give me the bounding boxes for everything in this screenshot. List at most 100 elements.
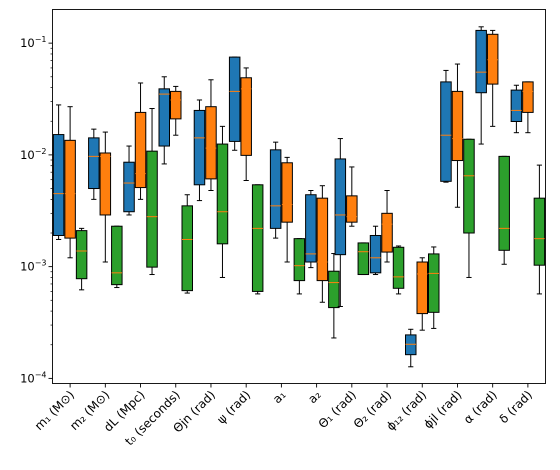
box-body [451,90,464,162]
x-tick-label: a₂ [305,388,324,407]
box-δ (rad)-series-1 [522,81,534,134]
box-body [293,238,306,282]
box-ϕ₁₂ (rad)-series-1 [416,257,428,331]
y-tick-label: 10−1 [20,35,46,50]
plot-area [52,26,546,368]
box-Θ₁ (rad)-series-2 [357,242,370,276]
box-body [134,111,147,189]
box-m₂ (M⊙)-series-1 [99,131,112,263]
box-ψ (rad)-series-0 [228,56,241,151]
box-Θjn (rad)-series-2 [216,125,229,278]
box-body [75,230,88,280]
box-a₂-series-2 [328,253,340,339]
box-a₂-series-1 [316,185,329,303]
box-ϕjl (rad)-series-2 [463,138,475,278]
box-t₀ (seconds)-series-0 [158,76,170,165]
box-δ (rad)-series-0 [510,84,523,134]
box-Θ₂ (rad)-series-0 [369,225,382,276]
box-ϕjl (rad)-series-0 [440,69,452,183]
box-body [52,134,65,236]
box-a₂-series-2 [293,238,306,295]
box-body [369,234,382,274]
box-Θjn (rad)-series-0 [193,99,206,202]
x-tick-label: a₁ [270,388,289,407]
box-α (rad)-series-2 [498,155,510,265]
box-body [158,88,170,147]
box-body [334,158,347,256]
x-tick-label: Θ₁ (rad) [316,388,359,431]
box-body [328,270,340,309]
box-body [510,89,523,122]
box-ψ (rad)-series-1 [240,67,252,181]
box-body [357,242,370,276]
box-body [533,197,546,266]
box-body [64,139,76,239]
box-body [99,152,112,216]
box-dL (Mpc)-series-0 [123,145,135,216]
box-body [475,29,487,94]
box-body [316,197,329,282]
y-tick-label: 10−4 [20,370,46,385]
box-body [463,138,475,234]
box-t₀ (seconds)-series-2 [181,194,193,294]
box-ϕ₁₂ (rad)-series-0 [405,328,417,368]
box-body [281,162,293,223]
y-tick-label: 10−2 [20,147,46,162]
box-m₂ (M⊙)-series-2 [111,225,123,289]
box-body [251,184,264,292]
box-ϕ₁₂ (rad)-series-2 [428,246,440,329]
box-body [486,33,499,85]
box-a₂-series-0 [305,190,317,269]
box-body [346,195,358,223]
box-Θ₂ (rad)-series-1 [381,190,393,263]
box-Θ₂ (rad)-series-2 [392,245,405,295]
box-t₀ (seconds)-series-1 [170,85,182,136]
box-Θ₁ (rad)-series-1 [346,166,358,227]
box-m₂ (M⊙)-series-0 [88,128,100,200]
plot-frame [52,9,546,384]
y-tick-label: 10−3 [20,259,46,274]
box-body [88,137,100,190]
y-axis: 10−4 10−3 10−2 10−1 [20,35,53,385]
box-body [111,225,123,286]
box-a₁-series-0 [269,141,282,239]
box-body [498,155,510,251]
box-body [181,205,193,292]
box-Θjn (rad)-series-1 [205,79,217,192]
box-body [405,334,417,356]
x-axis: m₁ (M⊙)m₂ (M⊙)dL (Mpc)t₀ (seconds)Θjn (r… [32,383,535,448]
box-body [269,149,282,229]
box-body [305,194,317,263]
box-m₁ (M⊙)-series-0 [52,104,65,240]
x-tick-label: α (rad) [461,388,500,427]
box-body [522,81,534,113]
box-δ (rad)-series-2 [533,164,546,295]
box-body [205,106,217,180]
box-α (rad)-series-1 [486,29,499,127]
box-body [193,109,206,186]
box-a₁-series-1 [281,156,293,263]
box-ψ (rad)-series-2 [251,184,264,295]
box-body [146,150,158,268]
box-body [416,261,428,315]
box-Θ₁ (rad)-series-0 [334,138,347,307]
box-dL (Mpc)-series-2 [146,108,158,276]
box-α (rad)-series-0 [475,26,487,145]
box-m₁ (M⊙)-series-1 [64,106,76,259]
box-body [428,253,440,313]
box-body [123,161,135,213]
box-ϕjl (rad)-series-1 [451,63,464,208]
box-dL (Mpc)-series-1 [134,82,147,200]
box-body [216,143,229,245]
box-body [392,246,405,289]
box-body [170,90,182,120]
x-tick-label: ϕjl (rad) [421,388,465,432]
x-tick-label: ψ (rad) [214,388,253,427]
box-m₁ (M⊙)-series-2 [75,227,88,291]
x-tick-label: δ (rad) [497,388,535,426]
box-body [440,81,452,182]
box-body [228,56,241,142]
box-body [240,77,252,156]
box-body [381,212,393,253]
